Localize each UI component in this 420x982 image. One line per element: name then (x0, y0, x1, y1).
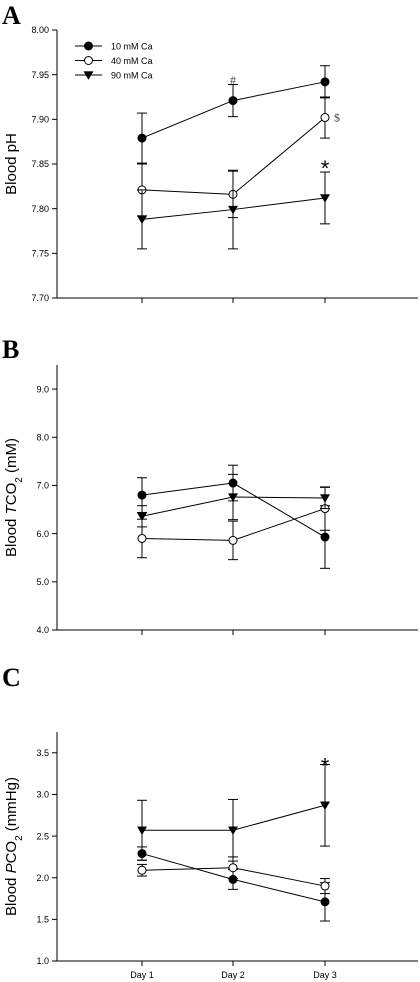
y-tick-label: 7.80 (31, 204, 49, 214)
data-point (319, 494, 331, 503)
y-tick-label: 7.75 (31, 249, 49, 259)
data-point (320, 77, 330, 87)
y-axis-label-part: CO (3, 841, 20, 864)
data-point (137, 533, 147, 543)
data-point (136, 512, 148, 522)
data-point (319, 801, 331, 811)
y-axis-label-part: 2 (14, 477, 25, 483)
y-tick-label: 9.0 (36, 384, 49, 394)
y-tick-label: 4.0 (36, 625, 49, 635)
panel-letter: C (2, 663, 21, 692)
legend-label: 40 mM Ca (111, 56, 153, 66)
y-axis-label-part: (mmHg) (3, 777, 20, 835)
legend: 10 mM Ca 40 mM Ca 90 mM Ca (75, 41, 153, 80)
series-10-mm-ca (137, 65, 330, 164)
data-point (137, 490, 147, 500)
data-point (227, 493, 239, 502)
data-point (136, 215, 148, 225)
legend-marker (83, 71, 94, 80)
y-axis-label-part: 2 (14, 835, 25, 841)
y-tick-label: 6.0 (36, 529, 49, 539)
series-90-mm-ca (136, 763, 331, 862)
y-axis-label-part: Blood (3, 873, 20, 916)
data-point (228, 96, 238, 106)
legend-label: 90 mM Ca (111, 70, 153, 80)
x-tick-label: Day 1 (130, 970, 154, 980)
y-axis-label-part: P (3, 863, 20, 873)
panel-c: C 1.0 1.5 2.0 2.5 3.0 3.5 Day 1 Day 2 Day 3 Blood … (2, 663, 418, 980)
y-axis-label: Blood PCO2 (mmHg) (3, 777, 25, 916)
y-axis-label-part: Blood (3, 514, 20, 557)
legend-label: 10 mM Ca (111, 41, 153, 51)
y-tick-label: 7.0 (36, 481, 49, 491)
y-axis-label-part: CO (3, 483, 20, 506)
annotation: $ (334, 111, 340, 125)
series-90-mm-ca (136, 473, 331, 528)
y-tick-label: 8.0 (36, 432, 49, 442)
data-point (137, 865, 147, 875)
x-tick-label: Day 3 (313, 970, 337, 980)
y-tick-label: 7.70 (31, 293, 49, 303)
y-tick-label: 7.90 (31, 115, 49, 125)
y-tick-label: 5.0 (36, 577, 49, 587)
data-point (137, 133, 147, 143)
y-tick-label: 1.0 (36, 956, 49, 966)
y-axis-label-part: (mM) (3, 438, 20, 477)
data-point (320, 113, 330, 123)
data-point (319, 194, 331, 203)
data-point (320, 532, 330, 542)
panel-a: A 7.70 7.75 7.80 7.85 7.90 7.95 8.00 Blood pH 10 … (2, 1, 418, 303)
panel-b: B 4.0 5.0 6.0 7.0 8.0 9.0 Blood TCO2 (mM) (2, 335, 418, 635)
data-point (228, 863, 238, 873)
y-tick-label: 2.0 (36, 873, 49, 883)
legend-marker (84, 41, 93, 51)
y-tick-label: 8.00 (31, 25, 49, 35)
y-axis-label: Blood TCO2 (mM) (3, 438, 25, 557)
data-point (320, 897, 330, 907)
data-point (320, 881, 330, 891)
annotation: * (321, 753, 330, 778)
annotation: * (321, 156, 330, 181)
panel-letter: B (2, 335, 19, 364)
panel-letter: A (2, 1, 21, 30)
legend-marker (84, 56, 93, 65)
y-tick-label: 2.5 (36, 831, 49, 841)
y-axis-label: Blood pH (3, 133, 20, 195)
y-tick-label: 1.5 (36, 915, 49, 925)
y-axis-label-part: T (3, 503, 20, 514)
y-tick-label: 7.95 (31, 70, 49, 80)
data-point (136, 826, 148, 836)
x-tick-label: Day 2 (221, 970, 245, 980)
y-tick-label: 3.5 (36, 748, 49, 758)
y-tick-label: 7.85 (31, 159, 49, 169)
data-point (227, 826, 239, 836)
series-90-mm-ca (136, 169, 331, 250)
y-tick-label: 3.0 (36, 790, 49, 800)
annotation: # (230, 73, 236, 87)
data-point (228, 535, 238, 545)
data-point (227, 205, 239, 215)
